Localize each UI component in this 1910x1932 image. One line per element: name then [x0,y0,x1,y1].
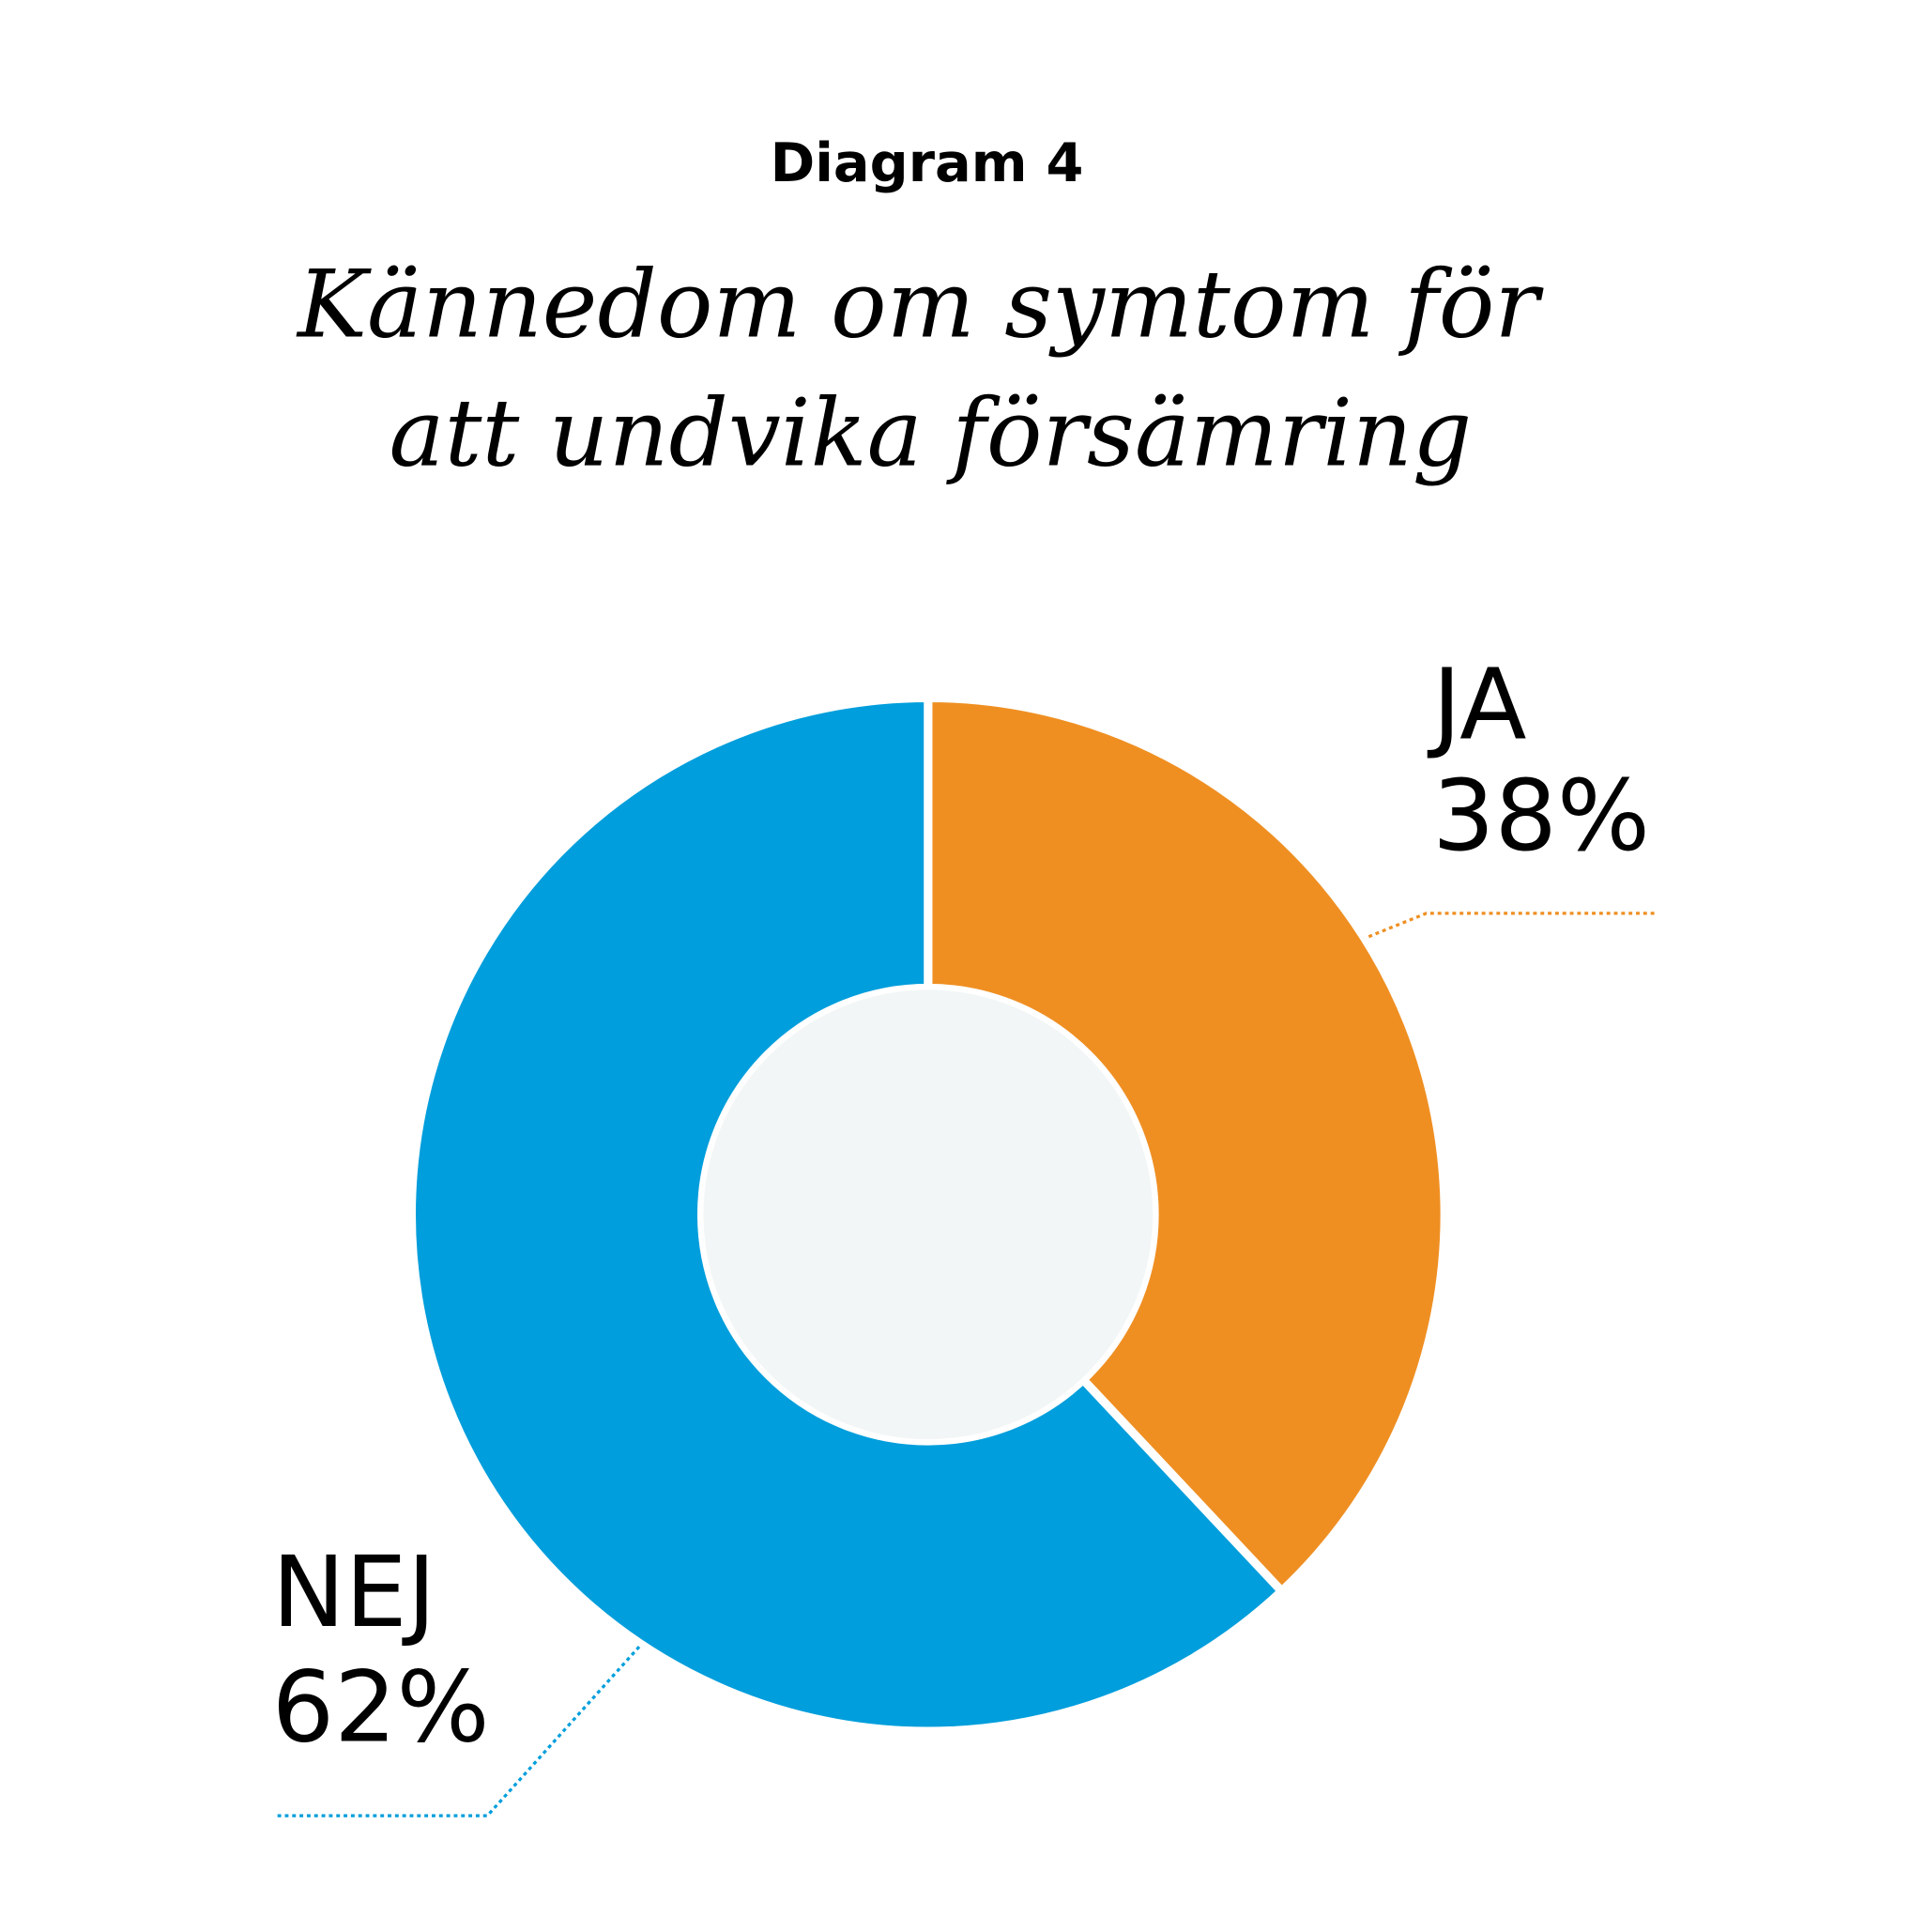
value-label: 62% [272,1650,490,1765]
category-label: JA [1427,647,1526,761]
pie-slice [924,693,1449,1598]
chart-title: Kännedom om symtom för [296,252,1544,360]
leader-line [275,1646,641,1817]
leader-line [1368,912,1656,939]
chart-subtitle: Diagram 4 [771,131,1084,194]
chart-title: att undvika försämring [390,380,1473,488]
category-label: NEJ [272,1535,436,1649]
donut-hole [696,983,1159,1446]
value-label: 38% [1432,759,1650,873]
